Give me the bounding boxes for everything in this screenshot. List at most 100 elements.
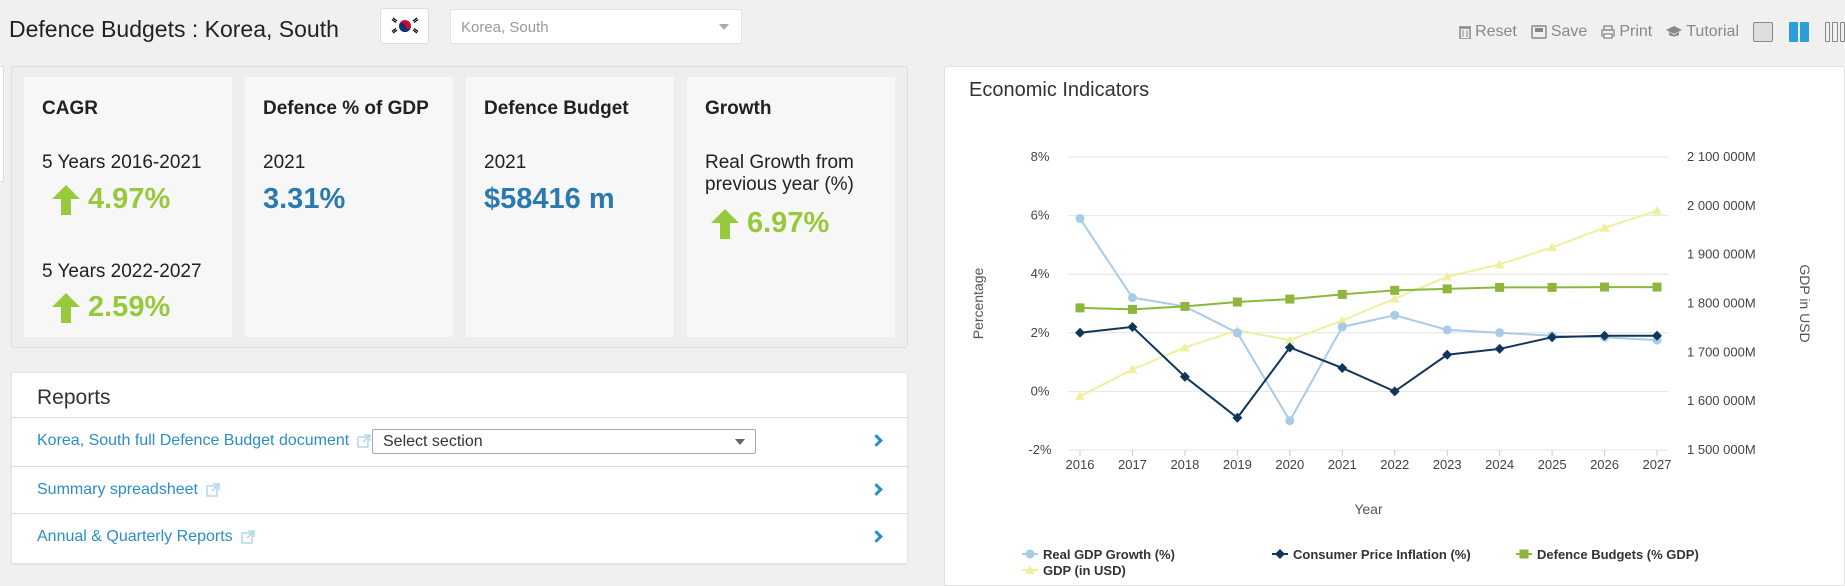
data-point (1390, 310, 1400, 320)
reports-panel: Reports Korea, South full Defence Budget… (11, 372, 909, 564)
cagr-period-1: 5 Years 2016-2021 (42, 152, 202, 173)
data-point (1127, 364, 1138, 374)
y-right-tick-label: 1 600 000M (1687, 393, 1756, 408)
legend-marker (1519, 549, 1529, 559)
gdp-share-title: Defence % of GDP (263, 98, 429, 119)
data-point (1599, 222, 1610, 232)
save-button[interactable]: Save (1531, 23, 1587, 41)
x-tick-label: 2023 (1433, 457, 1462, 472)
y-left-axis-label: Percentage (970, 267, 986, 339)
y-left-tick-label: 6% (1031, 208, 1050, 223)
x-tick-label: 2021 (1328, 457, 1357, 472)
series-line (1079, 325, 1657, 420)
x-axis-label: Year (1354, 501, 1383, 517)
gdp-share-value: 3.31% (263, 183, 346, 215)
chevron-right-icon[interactable] (870, 530, 883, 543)
report-link-label: Summary spreadsheet (37, 481, 198, 498)
y-right-tick-label: 1 900 000M (1687, 247, 1756, 262)
data-point (1442, 271, 1453, 281)
print-label: Print (1619, 23, 1653, 40)
south-korea-flag-icon (380, 8, 429, 44)
reset-label: Reset (1475, 23, 1517, 40)
data-point (1547, 242, 1558, 252)
data-point (1442, 284, 1452, 294)
economic-indicators-chart: 8% 6% 4% 2% 0% -2% 2 100 000M 2 000 000M 1 900 0… (970, 149, 1813, 578)
data-point (1127, 321, 1138, 332)
report-link-label: Korea, South full Defence Budget documen… (37, 432, 350, 449)
legend-label: Real GDP Growth (%) (1043, 547, 1175, 562)
legend-label: Consumer Price Inflation (%) (1293, 547, 1471, 562)
chevron-right-icon[interactable] (870, 434, 883, 447)
report-link[interactable]: Summary spreadsheet (37, 481, 220, 499)
data-point (1127, 293, 1137, 303)
growth-title: Growth (705, 98, 772, 119)
data-point (1285, 416, 1295, 426)
collapsed-side-panel[interactable] (0, 66, 4, 182)
y-right-axis-label: GDP in USD (1797, 264, 1813, 342)
x-tick-label: 2017 (1118, 457, 1147, 472)
country-select[interactable]: Korea, South (450, 9, 742, 44)
external-link-icon (357, 434, 371, 448)
data-point (1337, 322, 1347, 332)
data-point (1390, 285, 1400, 295)
print-button[interactable]: Print (1601, 23, 1652, 41)
report-link[interactable]: Korea, South full Defence Budget documen… (37, 432, 371, 450)
y-right-tick-label: 1 500 000M (1687, 442, 1756, 457)
report-row-annual[interactable]: Annual & Quarterly Reports (12, 513, 909, 560)
y-left-tick-label: 0% (1031, 383, 1050, 398)
x-tick-label: 2026 (1590, 457, 1619, 472)
data-point (1075, 327, 1085, 338)
x-tick-label: 2027 (1643, 457, 1672, 472)
external-link-icon (241, 530, 255, 544)
data-point (1652, 282, 1662, 292)
series-line (1079, 209, 1658, 398)
up-arrow-icon (52, 184, 80, 215)
cagr-title: CAGR (42, 98, 98, 119)
growth-value: 6.97% (711, 207, 829, 240)
cagr-value-2-text: 2.59% (88, 291, 171, 323)
tutorial-button[interactable]: Tutorial (1666, 23, 1739, 41)
data-point (1389, 293, 1400, 303)
legend-marker (1025, 565, 1035, 574)
layout-three-column-button[interactable] (1825, 22, 1845, 42)
data-point (1652, 205, 1662, 215)
x-tick-label: 2019 (1223, 457, 1252, 472)
section-select[interactable]: Select section (372, 429, 756, 454)
budget-card: Defence Budget 2021 $58416 m (466, 77, 674, 337)
y-left-tick-label: 8% (1031, 149, 1050, 164)
report-link[interactable]: Annual & Quarterly Reports (37, 528, 255, 546)
chart-title: Economic Indicators (969, 79, 1150, 101)
data-point (1285, 294, 1295, 304)
cagr-card: CAGR 5 Years 2016-2021 4.97% 5 Years 202… (24, 77, 232, 337)
chevron-right-icon[interactable] (870, 483, 883, 496)
section-select-placeholder: Select section (383, 433, 483, 450)
data-point (1337, 362, 1348, 373)
series-line (1079, 286, 1657, 311)
reset-button[interactable]: Reset (1459, 23, 1517, 41)
layout-two-column-button[interactable] (1789, 22, 1809, 42)
print-icon (1601, 25, 1615, 39)
x-tick-label: 2020 (1275, 457, 1304, 472)
legend-marker (1025, 549, 1035, 559)
cagr-value-2: 2.59% (52, 291, 170, 324)
data-point (1232, 328, 1242, 338)
budget-year: 2021 (484, 152, 527, 173)
data-point (1547, 282, 1557, 292)
chevron-down-icon (719, 24, 729, 30)
up-arrow-icon (52, 292, 80, 323)
report-row-full-budget[interactable]: Korea, South full Defence Budget documen… (12, 417, 909, 464)
report-row-summary[interactable]: Summary spreadsheet (12, 466, 909, 513)
data-point (1075, 303, 1085, 313)
data-point (1600, 282, 1610, 292)
legend-label: Defence Budgets (% GDP) (1537, 547, 1699, 562)
up-arrow-icon (711, 208, 739, 239)
y-right-tick-label: 1 800 000M (1687, 296, 1756, 311)
layout-single-button[interactable] (1753, 22, 1773, 42)
series-line (1079, 217, 1658, 423)
data-point (1075, 214, 1085, 224)
y-left-tick-label: 2% (1031, 325, 1050, 340)
data-point (1337, 315, 1348, 325)
budget-value: $58416 m (484, 183, 615, 215)
x-tick-label: 2022 (1380, 457, 1409, 472)
trash-icon (1459, 26, 1472, 39)
